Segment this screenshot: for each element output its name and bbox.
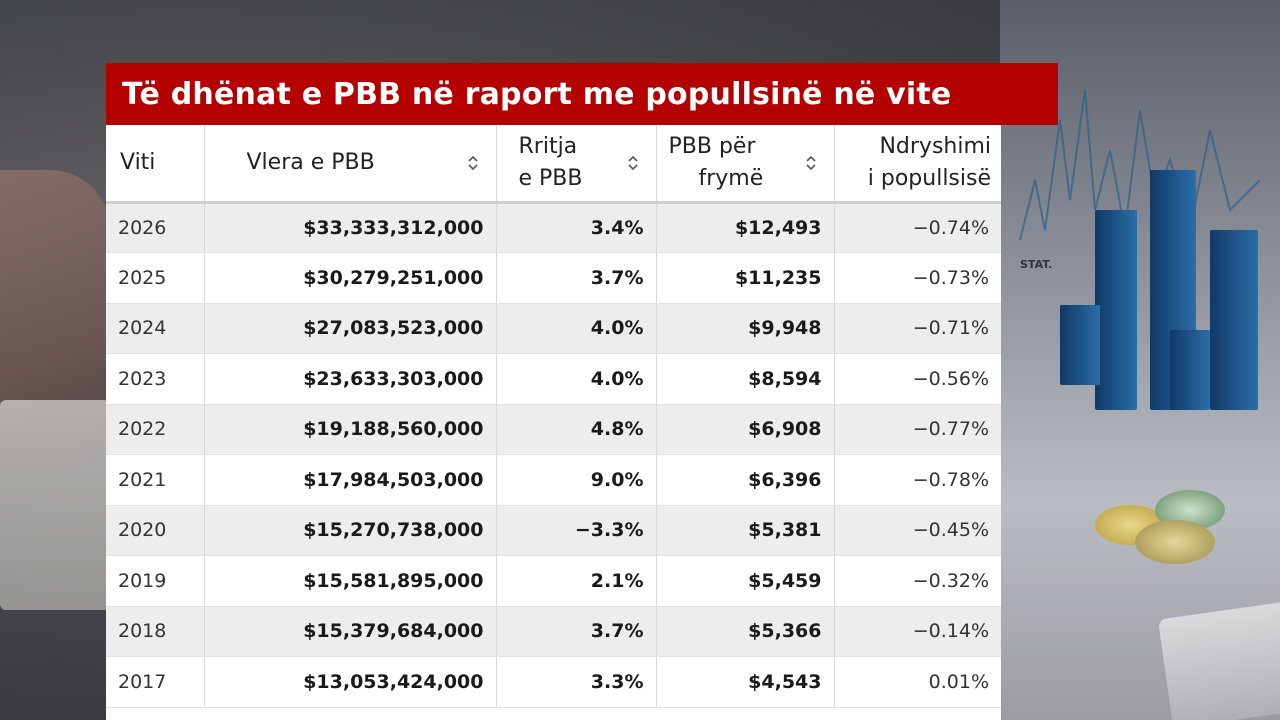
cell-growth: 4.0%: [496, 303, 657, 354]
cell-year: 2023: [106, 353, 205, 405]
cell-growth: 3.4%: [496, 202, 657, 253]
cell-pop-change: −0.45%: [834, 505, 1001, 556]
cell-year: 2022: [106, 404, 205, 455]
cell-year: 2017: [106, 656, 205, 708]
title-banner: Të dhënat e PBB në raport me popullsinë …: [106, 63, 1058, 125]
cell-per-capita: $6,396: [656, 454, 835, 506]
table-row: 2023 $23,633,303,000 4.0% $8,594 −0.56%: [106, 353, 1001, 405]
table-row: 2026 $33,333,312,000 3.4% $12,493 −0.74%: [106, 202, 1001, 253]
cell-per-capita: $4,543: [656, 656, 835, 708]
page-title: Të dhënat e PBB në raport me popullsinë …: [122, 76, 952, 112]
header-label-line2: frymë: [698, 165, 764, 191]
background-chart-label: STAT.: [1020, 258, 1052, 271]
table-header-row: Viti Vlera e PBB Rritja e PBB PBB pë: [106, 125, 1001, 204]
cell-growth: 4.8%: [496, 404, 657, 455]
sort-icon[interactable]: [805, 155, 816, 171]
cell-per-capita: $5,381: [656, 505, 835, 556]
sort-icon[interactable]: [467, 155, 478, 171]
cell-gdp: $33,333,312,000: [204, 202, 497, 253]
background-line-chart: STAT.: [1019, 89, 1261, 271]
cell-gdp: $15,581,895,000: [204, 555, 497, 607]
header-label: Viti: [120, 149, 156, 175]
cell-year: 2018: [106, 606, 205, 657]
table-row: 2017 $13,053,424,000 3.3% $4,543 0.01%: [106, 656, 1001, 708]
cell-per-capita: $11,235: [656, 252, 835, 304]
cell-gdp: $13,053,424,000: [204, 656, 497, 708]
header-label-line1: Rritja: [518, 133, 578, 159]
header-label-line1: Ndryshimi: [879, 133, 991, 159]
table-row: 2022 $19,188,560,000 4.8% $6,908 −0.77%: [106, 404, 1001, 455]
cell-growth: 9.0%: [496, 454, 657, 506]
cell-per-capita: $8,594: [656, 353, 835, 405]
cell-gdp: $30,279,251,000: [204, 252, 497, 304]
header-population-change: Ndryshimi i popullsisë: [834, 125, 1001, 204]
header-label: Vlera e PBB: [246, 149, 375, 175]
cell-per-capita: $9,948: [656, 303, 835, 354]
table-row: 2024 $27,083,523,000 4.0% $9,948 −0.71%: [106, 303, 1001, 354]
cell-gdp: $23,633,303,000: [204, 353, 497, 405]
cell-pop-change: −0.73%: [834, 252, 1001, 304]
cell-growth: 3.7%: [496, 252, 657, 304]
cell-year: 2025: [106, 252, 205, 304]
cell-growth: 3.7%: [496, 606, 657, 657]
background-calculator: [0, 400, 110, 610]
cell-growth: 2.1%: [496, 555, 657, 607]
cell-pop-change: −0.78%: [834, 454, 1001, 506]
sort-icon[interactable]: [627, 155, 638, 171]
cell-growth: 4.0%: [496, 353, 657, 405]
header-gdp-growth[interactable]: Rritja e PBB: [496, 125, 657, 204]
data-table: Viti Vlera e PBB Rritja e PBB PBB pë: [106, 125, 1001, 708]
cell-per-capita: $5,459: [656, 555, 835, 607]
header-label-line2: i popullsisë: [867, 165, 991, 191]
cell-growth: 3.3%: [496, 656, 657, 708]
header-gdp-value[interactable]: Vlera e PBB: [204, 125, 497, 204]
table-row: 2020 $15,270,738,000 −3.3% $5,381 −0.45%: [106, 505, 1001, 556]
cell-pop-change: −0.32%: [834, 555, 1001, 607]
table-row: 2021 $17,984,503,000 9.0% $6,396 −0.78%: [106, 454, 1001, 506]
table-row: 2018 $15,379,684,000 3.7% $5,366 −0.14%: [106, 606, 1001, 657]
cell-gdp: $27,083,523,000: [204, 303, 497, 354]
cell-gdp: $15,270,738,000: [204, 505, 497, 556]
cell-year: 2020: [106, 505, 205, 556]
header-label-line2: e PBB: [518, 165, 583, 191]
cell-pop-change: −0.14%: [834, 606, 1001, 657]
cell-year: 2026: [106, 202, 205, 253]
cell-pop-change: −0.56%: [834, 353, 1001, 405]
cell-year: 2021: [106, 454, 205, 506]
header-label-line1: PBB për: [668, 133, 756, 159]
cell-year: 2024: [106, 303, 205, 354]
cell-year: 2019: [106, 555, 205, 607]
cell-gdp: $15,379,684,000: [204, 606, 497, 657]
cell-gdp: $17,984,503,000: [204, 454, 497, 506]
cell-per-capita: $12,493: [656, 202, 835, 253]
background-chart-decoration: STAT.: [1000, 0, 1280, 720]
table-row: 2019 $15,581,895,000 2.1% $5,459 −0.32%: [106, 555, 1001, 607]
cell-growth: −3.3%: [496, 505, 657, 556]
cell-pop-change: −0.71%: [834, 303, 1001, 354]
cell-gdp: $19,188,560,000: [204, 404, 497, 455]
cell-per-capita: $6,908: [656, 404, 835, 455]
cell-pop-change: 0.01%: [834, 656, 1001, 708]
gdp-table: Viti Vlera e PBB Rritja e PBB PBB pë: [106, 125, 1001, 720]
cell-pop-change: −0.77%: [834, 404, 1001, 455]
header-gdp-per-capita[interactable]: PBB për frymë: [656, 125, 835, 204]
header-year: Viti: [106, 125, 205, 204]
cell-per-capita: $5,366: [656, 606, 835, 657]
table-row: 2025 $30,279,251,000 3.7% $11,235 −0.73%: [106, 252, 1001, 304]
cell-pop-change: −0.74%: [834, 202, 1001, 253]
